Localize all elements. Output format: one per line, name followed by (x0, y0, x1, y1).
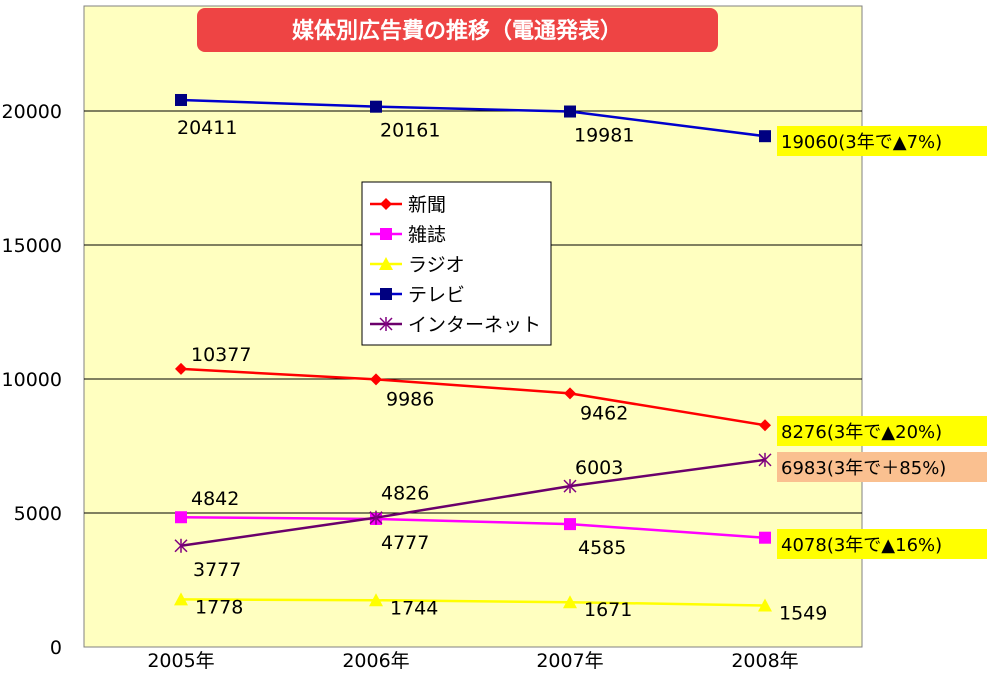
axes: 0 5000 10000 15000 20000 2005年 2006年 2007年 2008年 (2, 101, 799, 672)
data-label: 19981 (574, 125, 634, 147)
data-label: 1671 (584, 599, 632, 621)
callout-note: (3年で▲7%) (838, 132, 942, 153)
callout-note: (3年で＋85%) (827, 458, 947, 479)
x-tick-label: 2007年 (536, 650, 603, 672)
series-line-雑誌 (180, 515, 766, 539)
legend-label: テレビ (408, 284, 465, 306)
data-label: 3777 (193, 559, 241, 581)
legend-item: インターネット (370, 314, 541, 336)
data-point (563, 479, 577, 494)
data-point (175, 362, 187, 375)
x-tick-label: 2008年 (731, 650, 798, 672)
data-label: 4842 (191, 488, 239, 510)
data-label: 4777 (381, 532, 429, 554)
data-point (175, 93, 187, 106)
legend-item: 新聞 (370, 194, 446, 216)
y-tick-label: 5000 (14, 503, 62, 525)
data-point (759, 130, 771, 143)
series-line-ラジオ (180, 598, 766, 607)
callout-value: 8276 (781, 422, 827, 443)
data-label: 1778 (195, 596, 243, 618)
data-label: 10377 (191, 344, 251, 366)
callouts: 19060(3年で▲7%)8276(3年で▲20%)6983(3年で＋85%)4… (777, 126, 987, 559)
legend-item: テレビ (370, 284, 465, 306)
data-point (758, 598, 772, 612)
callout-background (777, 126, 987, 156)
data-point (564, 518, 576, 531)
legend-label: インターネット (408, 314, 541, 336)
y-tick-label: 20000 (2, 101, 62, 123)
data-label: 1744 (390, 597, 438, 619)
callout-background (777, 452, 987, 482)
callout: 8276(3年で▲20%) (777, 416, 987, 446)
data-label: 9986 (386, 388, 434, 410)
data-label: 20161 (380, 120, 440, 142)
legend-swatch-marker (379, 257, 393, 270)
legend-label: ラジオ (408, 254, 465, 276)
callout-background (777, 416, 987, 446)
callout-value: 4078 (781, 535, 827, 556)
data-label: 1549 (779, 602, 827, 624)
callout-text: 4078(3年で▲16%) (781, 535, 942, 556)
legend-swatch-marker (380, 228, 392, 240)
data-label: 20411 (177, 117, 237, 139)
title-background (197, 8, 718, 52)
data-point (175, 511, 187, 524)
data-point (369, 510, 383, 525)
callout-text: 8276(3年で▲20%) (781, 422, 942, 443)
legend-label: 新聞 (408, 194, 446, 216)
data-label: 4826 (381, 483, 429, 505)
x-tick-label: 2005年 (147, 650, 214, 672)
y-tick-label: 15000 (2, 235, 62, 257)
data-point (370, 100, 382, 113)
legend-label: 雑誌 (408, 224, 446, 246)
y-tick-label: 0 (50, 637, 62, 659)
callout: 6983(3年で＋85%) (777, 452, 987, 482)
callout-value: 19060 (781, 132, 838, 153)
data-point (759, 419, 771, 432)
legend-swatch-marker (380, 288, 392, 300)
callout-background (777, 529, 987, 559)
callout-note: (3年で▲16%) (827, 535, 942, 556)
x-tick-label: 2006年 (342, 650, 409, 672)
callout: 4078(3年で▲16%) (777, 529, 987, 559)
data-labels: 10377 9986 9462 4842 4777 4585 1778 1744 1671 154… (177, 117, 827, 625)
series-line-インターネット (180, 458, 766, 548)
legend-swatch-marker (379, 317, 393, 331)
chart-title: 媒体別広告費の推移（電通発表） (292, 18, 622, 44)
legend-item: 雑誌 (370, 224, 446, 246)
data-point (564, 105, 576, 118)
data-point (563, 595, 577, 609)
data-point (370, 373, 382, 386)
callout: 19060(3年で▲7%) (777, 126, 987, 156)
series-line-テレビ (180, 98, 766, 138)
legend-item: ラジオ (370, 254, 465, 276)
chart-title-box: 媒体別広告費の推移（電通発表） (197, 8, 718, 52)
y-tick-label: 10000 (2, 369, 62, 391)
series-lines (174, 93, 772, 612)
data-point (759, 531, 771, 544)
data-point (564, 387, 576, 400)
callout-note: (3年で▲20%) (827, 422, 942, 443)
data-point (174, 538, 188, 553)
data-point (369, 593, 383, 607)
callout-text: 6983(3年で＋85%) (781, 458, 946, 479)
data-label: 9462 (580, 402, 628, 424)
data-point (758, 452, 772, 467)
data-label: 4585 (578, 537, 626, 559)
legend-swatch-marker (380, 198, 392, 210)
data-point (174, 592, 188, 606)
data-label: 6003 (575, 457, 623, 479)
series-line-新聞 (180, 367, 766, 427)
callout-value: 6983 (781, 458, 827, 479)
callout-text: 19060(3年で▲7%) (781, 132, 942, 153)
